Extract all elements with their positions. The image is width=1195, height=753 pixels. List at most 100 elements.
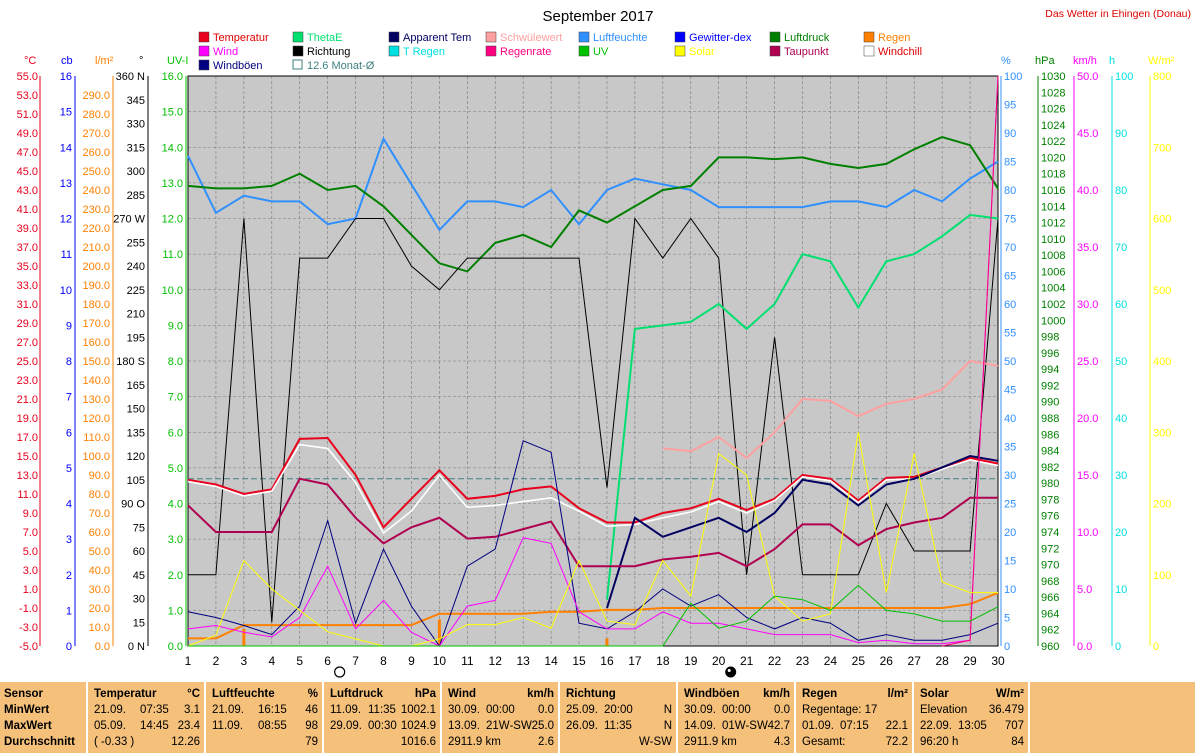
axis-tick-label: 41.0 bbox=[17, 204, 38, 216]
axis-tick-label: 980 bbox=[1041, 478, 1059, 490]
x-tick-label: 25 bbox=[852, 654, 866, 668]
stat-date: 21.09. bbox=[94, 704, 126, 716]
stats-luftdruck: Luftdruck hPa 11.09. 11:35 1002.1 29.09. 00:… bbox=[326, 682, 440, 753]
axis-tick-label: 75 bbox=[133, 522, 145, 534]
series-line-wind bbox=[187, 75, 999, 647]
legend-swatch-luftdruck bbox=[769, 31, 781, 43]
stat-time: 00:30 bbox=[368, 720, 397, 732]
axis-tick-label: 40 bbox=[1004, 413, 1016, 425]
axis-tick-label: 19.0 bbox=[17, 413, 38, 425]
x-tick-label: 22 bbox=[768, 654, 782, 668]
weather-chart: September 2017 Das Wetter in Ehingen (Do… bbox=[17, 8, 1191, 678]
axis-tick-label: 270 W bbox=[113, 214, 145, 226]
axis-tick-label: 20 bbox=[1115, 527, 1127, 539]
axis-temp: °C 55.0 53.0 51.0 49.0 47.0 45.0 43.0 41.0 39.0 37… bbox=[17, 55, 41, 653]
axis-tick-label: 1004 bbox=[1041, 283, 1065, 295]
stat-date: 13.09. bbox=[448, 720, 480, 732]
legend-label-wind: Wind bbox=[213, 46, 238, 58]
stat-value: 42.7 bbox=[767, 720, 790, 732]
axis-tick-label: 70 bbox=[1115, 242, 1127, 254]
x-tick-label: 23 bbox=[796, 654, 810, 668]
axis-tick-label: 5 bbox=[66, 463, 72, 475]
series-line-regenrate bbox=[942, 75, 999, 647]
axis-tick-label: 8 bbox=[66, 356, 72, 368]
legend-label-richtung: Richtung bbox=[307, 46, 350, 58]
x-tick-label: 9 bbox=[408, 654, 415, 668]
axis-tick-label: 20.0 bbox=[89, 603, 110, 615]
stats-richtung: Richtung 25.09. 20:00 N 26.09. 11:35 N W-SW bbox=[562, 682, 676, 753]
x-tick-label: 6 bbox=[324, 654, 331, 668]
stat-date: Regentage: 17 bbox=[802, 704, 878, 716]
legend-label-windböen: Windböen bbox=[213, 60, 263, 72]
legend-label-gewitter-dex: Gewitter-dex bbox=[689, 32, 752, 44]
axis-tick-label: 20.0 bbox=[1077, 413, 1098, 425]
stat-time: 14:45 bbox=[140, 720, 169, 732]
axis-tick-label: 500 bbox=[1153, 285, 1171, 297]
axis-tick-label: 240 bbox=[127, 261, 145, 273]
stat-value: 72.2 bbox=[885, 736, 908, 748]
axis-tick-label: 90 O bbox=[121, 499, 145, 511]
stat-head: Luftfeuchte bbox=[212, 688, 275, 700]
stat-date: 26.09. bbox=[566, 720, 598, 732]
axis-tick-label: 90 bbox=[1004, 128, 1016, 140]
axis-tick-label: 5.0 bbox=[23, 546, 38, 558]
axis-tick-label: 50.0 bbox=[1077, 71, 1098, 83]
stat-label-max: MaxWert bbox=[4, 720, 52, 732]
axis-tick-label: 6 bbox=[66, 427, 72, 439]
axis-tick-label: 13.0 bbox=[17, 470, 38, 482]
stat-date: 96:20 h bbox=[920, 736, 959, 748]
axis-tick-label: 100 bbox=[1115, 71, 1133, 83]
axis-tick-label: 14.0 bbox=[162, 142, 183, 154]
x-tick-label: 26 bbox=[880, 654, 894, 668]
axis-title-wind: km/h bbox=[1073, 55, 1097, 67]
stat-value: N bbox=[663, 704, 672, 716]
stat-head: Luftdruck bbox=[330, 688, 384, 700]
axis-tick-label: 1020 bbox=[1041, 152, 1065, 164]
axis-tick-label: 2.0 bbox=[168, 570, 183, 582]
axis-tick-label: 800 bbox=[1153, 71, 1171, 83]
axis-tick-label: 33.0 bbox=[17, 280, 38, 292]
axis-tick-label: 130.0 bbox=[82, 394, 110, 406]
axis-tick-label: 400 bbox=[1153, 356, 1171, 368]
axis-tick-label: 0.0 bbox=[1077, 641, 1092, 653]
axis-tick-label: 10 bbox=[60, 285, 72, 297]
axis-title-press: hPa bbox=[1035, 55, 1055, 67]
axis-tick-label: 200 bbox=[1153, 499, 1171, 511]
stats-luftfeuchte: Luftfeuchte% 21.09. 16:15 46 11.09. 08:55 98… bbox=[208, 682, 322, 753]
axis-tick-label: 10.0 bbox=[89, 622, 110, 634]
x-tick-label: 14 bbox=[544, 654, 558, 668]
axis-tick-label: 110.0 bbox=[83, 432, 110, 444]
axis-tick-label: 15 bbox=[133, 617, 145, 629]
axis-tick-label: 25.0 bbox=[1077, 356, 1098, 368]
legend-label-uv: UV bbox=[593, 46, 609, 58]
axis-tick-label: 30 bbox=[1004, 470, 1016, 482]
axis-tick-label: 270.0 bbox=[82, 128, 110, 140]
axis-tick-label: 300 bbox=[1153, 427, 1171, 439]
axis-tick-label: 990 bbox=[1041, 397, 1059, 409]
axis-tick-label: 20 bbox=[1004, 527, 1016, 539]
axis-tick-label: 30 bbox=[1115, 470, 1127, 482]
x-tick-label: 2 bbox=[213, 654, 220, 668]
axis-tick-label: 0 bbox=[1153, 641, 1159, 653]
axis-tick-label: 1 bbox=[66, 605, 72, 617]
axis-tick-label: 40.0 bbox=[89, 565, 110, 577]
axis-tick-label: 105 bbox=[127, 475, 145, 487]
stats-solar: Solar W/m² Elevation 36.479 22.09. 13:05 707… bbox=[916, 682, 1028, 753]
axis-tick-label: 55.0 bbox=[17, 71, 38, 83]
axis-tick-label: 1018 bbox=[1041, 169, 1065, 181]
series-line-schwülewert bbox=[662, 359, 999, 460]
axis-tick-label: 60 bbox=[1115, 299, 1127, 311]
axis-tick-label: 1006 bbox=[1041, 266, 1065, 278]
axis-tick-label: 966 bbox=[1041, 592, 1059, 604]
series-line-uv bbox=[188, 584, 999, 647]
stat-unit: km/h bbox=[763, 688, 790, 700]
legend-swatch-t-regen bbox=[388, 45, 400, 57]
stats-temperatur: Temperatur °C 21.09. 07:35 3.1 05.09. 14:45 2… bbox=[90, 682, 204, 753]
stat-date: 30.09. bbox=[448, 704, 480, 716]
axis-tick-label: 150 bbox=[127, 404, 145, 416]
axis-solar: W/m² 800 700 600 500 400 300 200 100 0 bbox=[1148, 55, 1175, 653]
stat-value: N bbox=[663, 720, 672, 732]
axis-tick-label: 65 bbox=[1004, 271, 1016, 283]
legend-swatch-thetae bbox=[292, 31, 304, 43]
axis-hum: %100959085807570656055504540353025201510… bbox=[1000, 55, 1022, 653]
